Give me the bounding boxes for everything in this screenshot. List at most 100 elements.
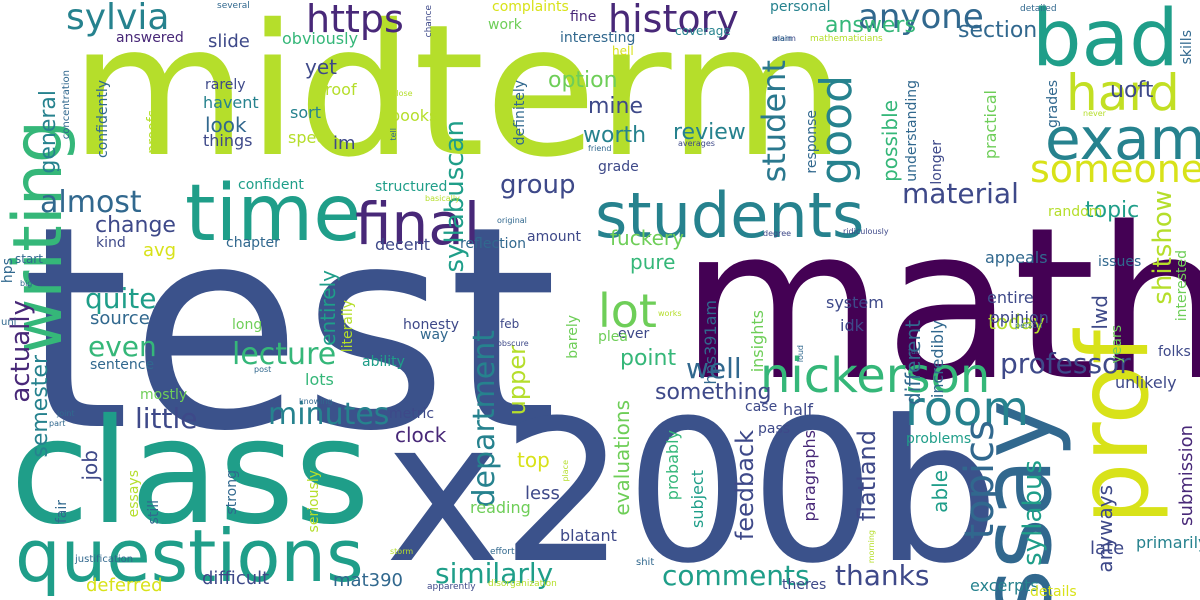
word-late: late <box>1090 538 1125 559</box>
word-complaints: complaints <box>492 0 569 15</box>
word-room: room <box>905 381 1030 437</box>
word-im: im <box>333 133 356 154</box>
word-spec: spec <box>288 128 326 147</box>
word-response: response <box>804 110 820 174</box>
word-class: class <box>10 388 370 557</box>
word-confidently: confidently <box>95 80 111 158</box>
word-material: material <box>902 177 1019 210</box>
word-problems: problems <box>906 431 972 447</box>
word-decent: decent <box>375 235 431 254</box>
word-less: less <box>525 483 560 504</box>
word-sylvia: sylvia <box>66 0 170 38</box>
word-structured: structured <box>375 179 448 195</box>
word-issues: issues <box>1098 254 1142 270</box>
word-little: little <box>135 402 198 435</box>
word-morning: morning <box>867 530 876 564</box>
word-friend: friend <box>588 144 612 153</box>
word-questions: questions <box>15 514 364 598</box>
word-years: years <box>1109 325 1125 364</box>
word-https: https <box>306 0 404 41</box>
word-source: source <box>90 308 150 329</box>
word-full: full <box>908 347 921 356</box>
word-possible: possible <box>878 100 902 182</box>
word-hps391am: hps391am <box>701 300 720 385</box>
word-insights: insights <box>748 310 767 373</box>
word-entire: entire <box>987 288 1034 307</box>
word-something: something <box>655 380 772 405</box>
word-flatland: flatland <box>853 430 881 522</box>
word-joint: joint <box>57 409 75 418</box>
word-feedback: feedback <box>731 430 759 541</box>
word-proof: proof <box>315 80 357 99</box>
word-feb: feb <box>500 317 520 331</box>
word-amount: amount <box>527 229 582 245</box>
word-able: able <box>928 470 952 513</box>
word-literally: literally <box>340 300 356 353</box>
word-fair: fair <box>54 500 70 524</box>
word-concentration: concentration <box>61 70 72 140</box>
word-coverage: coverage <box>675 24 731 38</box>
word-theres: theres <box>782 577 827 593</box>
word-paragraphs: paragraphs <box>800 430 819 522</box>
word-work: work <box>488 17 522 33</box>
word-appeals: appeals <box>985 248 1048 267</box>
word-exam: exam <box>1045 105 1200 173</box>
word-ridiculously: ridiculously <box>843 227 889 236</box>
word-group: group <box>500 170 576 200</box>
word-well: well <box>686 352 742 385</box>
word-top: top <box>517 448 550 472</box>
word-chance: chance <box>424 5 434 38</box>
word-history: history <box>608 0 739 41</box>
word-apparently: apparently <box>427 582 476 592</box>
word-fine: fine <box>570 9 597 25</box>
word-minutes: minutes <box>268 397 390 432</box>
word-never: never <box>1083 109 1106 118</box>
word-anyways: anyways <box>1093 485 1117 573</box>
word-deferred: deferred <box>86 575 163 596</box>
word-someone: someone <box>1030 147 1200 191</box>
word-primarily: primarily <box>1136 533 1200 552</box>
word-obviously: obviously <box>282 29 359 48</box>
word-job: job <box>78 450 102 481</box>
word-different: different <box>901 320 925 405</box>
word-comments: comments <box>662 559 810 592</box>
word-sentence: sentence <box>90 357 155 373</box>
word-test: test <box>20 167 558 493</box>
word-metric: metric <box>389 406 435 422</box>
word-kind: kind <box>96 235 126 251</box>
word-today: today <box>988 310 1045 334</box>
word-unlikely: unlikely <box>1115 373 1177 392</box>
word-evaluations: evaluations <box>610 400 634 516</box>
word-review: review <box>673 120 746 145</box>
word-grades: grades <box>1045 80 1061 129</box>
word-shit: shit <box>636 557 655 568</box>
word-section: section <box>958 18 1038 43</box>
word-half: half <box>783 400 814 419</box>
word-understanding: understanding <box>904 80 920 182</box>
word-blatant: blatant <box>560 526 617 545</box>
word-midterm: midterm <box>70 0 846 197</box>
word-subject: subject <box>688 470 707 528</box>
word-mathematicians: mathematicians <box>810 34 883 44</box>
word-difficult: difficult <box>202 568 270 589</box>
word-hard: hard <box>1066 64 1180 122</box>
word-upper: upper <box>503 345 531 416</box>
word-person: person <box>1015 321 1043 330</box>
word-personal: personal <box>770 0 831 15</box>
word-department: department <box>467 330 502 508</box>
word-nickerson: nickerson <box>760 348 991 404</box>
word-seriously: seriously <box>306 470 322 533</box>
word-disorganization: disorganization <box>488 579 557 589</box>
word-answered: answered <box>116 30 184 46</box>
word-detailed: detailed <box>1020 4 1057 14</box>
word-probably: probably <box>663 430 682 501</box>
word-things: things <box>203 131 253 150</box>
word-basically: basically <box>425 194 460 203</box>
word-general: general <box>36 90 61 174</box>
word-incredibly: incredibly <box>928 320 947 399</box>
word-proofs: proofs <box>145 110 161 154</box>
word-long: long <box>232 317 263 333</box>
word-grade: grade <box>598 159 639 175</box>
word-good: good <box>811 75 862 185</box>
